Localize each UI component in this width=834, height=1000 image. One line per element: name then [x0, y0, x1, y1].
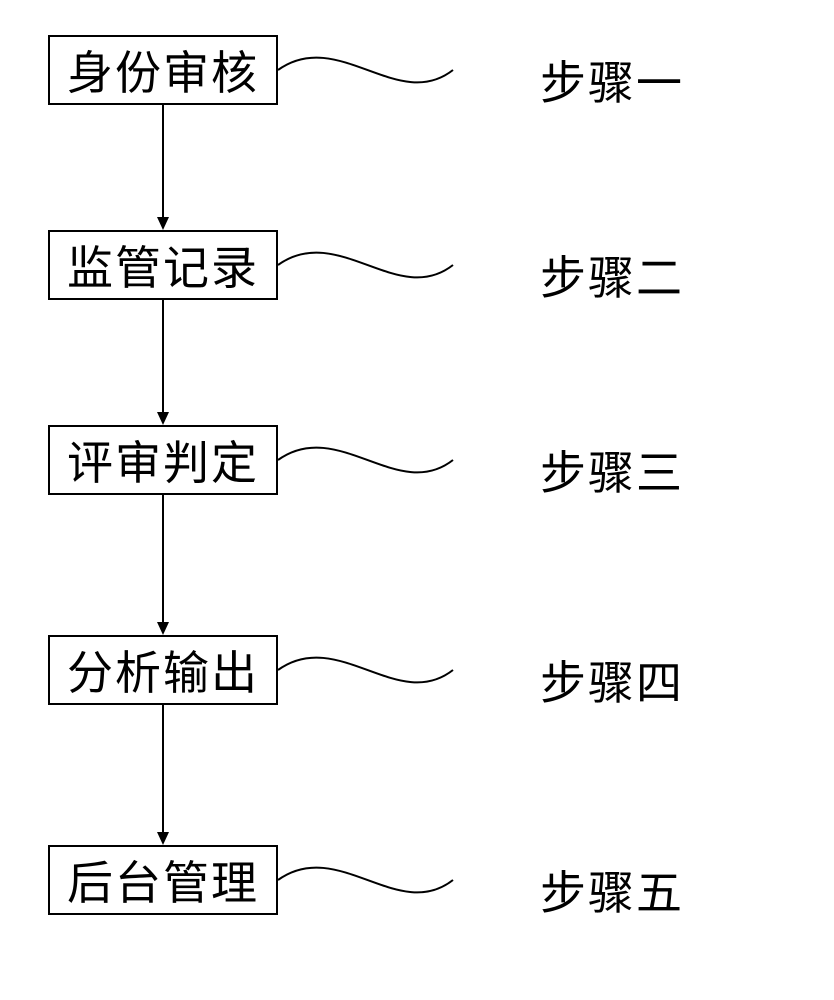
step-label-1: 步骤一 — [540, 47, 684, 113]
step-label-text: 步骤三 — [540, 448, 684, 499]
connector-curve-step5 — [278, 845, 540, 915]
flowchart-node-step1: 身份审核 — [48, 35, 278, 105]
flowchart-node-step3: 评审判定 — [48, 425, 278, 495]
step-label-text: 步骤一 — [540, 58, 684, 109]
connector-curve-step1 — [278, 35, 540, 105]
connector-curve-step4 — [278, 635, 540, 705]
arrow-3-4 — [153, 495, 173, 635]
flowchart-node-step4: 分析输出 — [48, 635, 278, 705]
arrow-4-5 — [153, 705, 173, 845]
node-label: 后台管理 — [67, 847, 259, 913]
flowchart-node-step2: 监管记录 — [48, 230, 278, 300]
node-label: 监管记录 — [67, 232, 259, 298]
step-label-text: 步骤五 — [540, 868, 684, 919]
node-label: 评审判定 — [67, 427, 259, 493]
step-label-text: 步骤四 — [540, 658, 684, 709]
arrow-2-3 — [153, 300, 173, 425]
step-label-5: 步骤五 — [540, 857, 684, 923]
connector-curve-step2 — [278, 230, 540, 300]
flowchart-node-step5: 后台管理 — [48, 845, 278, 915]
step-label-4: 步骤四 — [540, 647, 684, 713]
step-label-3: 步骤三 — [540, 437, 684, 503]
flowchart-container: 身份审核 步骤一 监管记录 步骤二 评审判定 步骤三 分析输出 — [0, 0, 834, 1000]
node-label: 身份审核 — [67, 37, 259, 103]
step-label-2: 步骤二 — [540, 242, 684, 308]
node-label: 分析输出 — [67, 637, 259, 703]
step-label-text: 步骤二 — [540, 253, 684, 304]
connector-curve-step3 — [278, 425, 540, 495]
arrow-1-2 — [153, 105, 173, 230]
